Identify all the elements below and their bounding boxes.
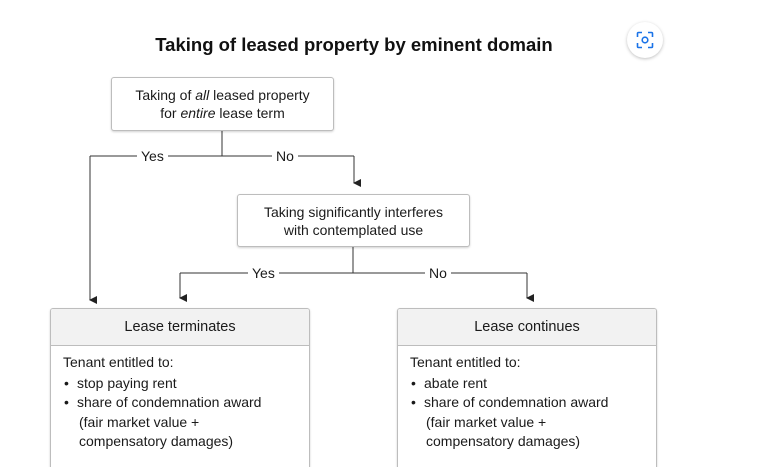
image-search-button[interactable] <box>627 22 663 58</box>
start-node: Taking of all leased property for entire… <box>111 77 334 131</box>
result-intro: Tenant entitled to: <box>410 354 521 370</box>
list-item: abate rent <box>410 374 646 394</box>
start-node-line2: for entire lease term <box>160 105 285 121</box>
decision-node-line1: Taking significantly interferes <box>264 203 443 220</box>
edge-label-top-no: No <box>272 148 298 164</box>
result-intro: Tenant entitled to: <box>63 354 174 370</box>
result-lease-terminates: Lease terminates Tenant entitled to: sto… <box>50 308 310 467</box>
decision-node: Taking significantly interferes with con… <box>237 194 470 247</box>
diagram-title: Taking of leased property by eminent dom… <box>155 34 553 55</box>
list-item: stop paying rent <box>63 374 299 394</box>
edge-label-top-yes: Yes <box>137 148 168 164</box>
edge-label-mid-no: No <box>425 265 451 281</box>
decision-node-line2: with contemplated use <box>283 221 424 238</box>
list-item: share of condemnation award (fair market… <box>410 393 646 452</box>
result-header: Lease terminates <box>51 309 309 346</box>
list-item: share of condemnation award (fair market… <box>63 393 299 452</box>
result-header: Lease continues <box>398 309 656 346</box>
edge-label-mid-yes: Yes <box>248 265 279 281</box>
image-search-icon <box>636 31 654 49</box>
start-node-line1: Taking of all leased property <box>135 87 310 103</box>
result-lease-continues: Lease continues Tenant entitled to: abat… <box>397 308 657 467</box>
